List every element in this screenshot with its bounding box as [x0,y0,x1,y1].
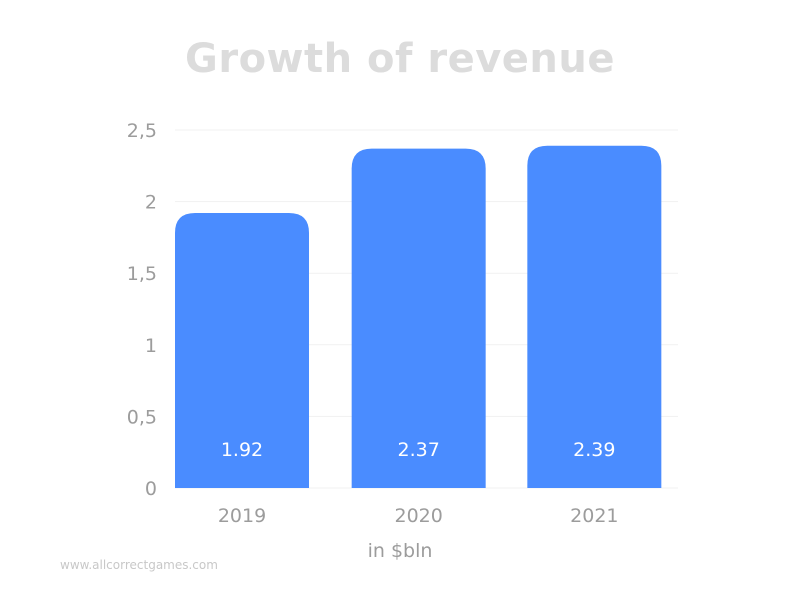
x-tick-label: 2019 [218,505,266,527]
x-axis-label: in $bln [367,540,433,562]
data-label: 2.39 [573,439,615,461]
y-tick-label: 1,5 [127,263,157,285]
y-tick-label: 2,5 [127,120,157,142]
y-tick-label: 2 [145,192,157,214]
data-label: 1.92 [221,439,263,461]
watermark: www.allcorrectgames.com [60,558,218,572]
bar-2021 [527,145,662,488]
y-tick-label: 0 [145,478,157,500]
y-tick-label: 1 [145,335,157,357]
x-tick-label: 2021 [570,505,618,527]
bar-2020 [351,148,486,488]
chart-title: Growth of revenue [185,36,615,82]
data-label: 2.37 [398,439,440,461]
bars [175,145,662,488]
x-tick-label: 2020 [394,505,442,527]
y-axis-ticks: 0 0,5 1 1,5 2 2,5 [127,120,157,500]
data-labels: 1.92 2.37 2.39 [221,439,616,461]
y-tick-label: 0,5 [127,406,157,428]
x-axis-ticks: 2019 2020 2021 [218,505,619,527]
bar-2019 [175,213,309,488]
